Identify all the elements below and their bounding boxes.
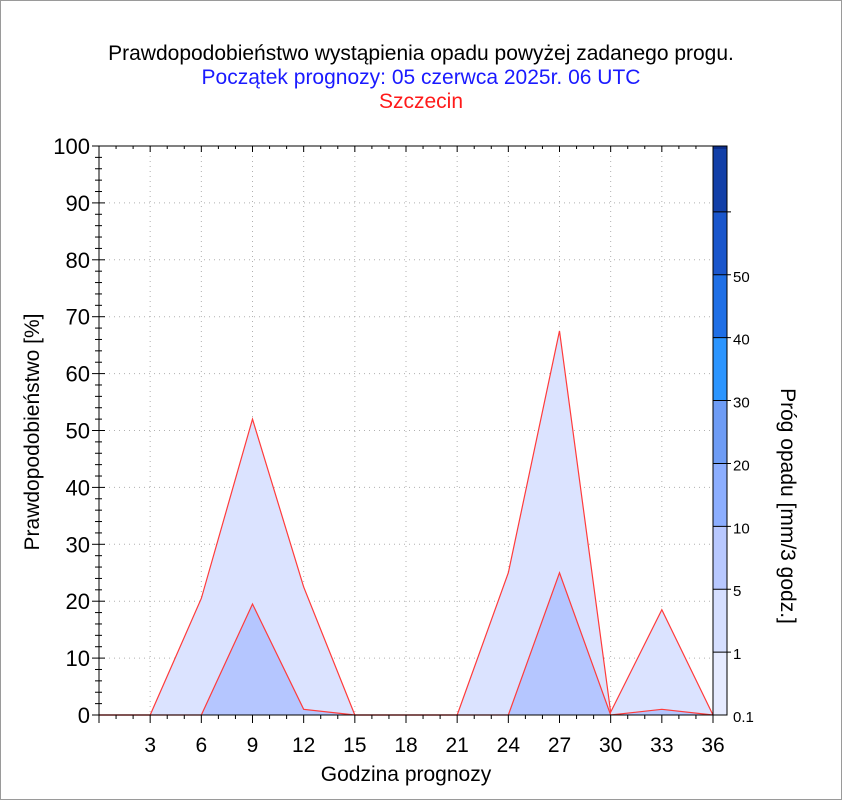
- colorbar-segment: [713, 337, 727, 401]
- colorbar-label-30: 30: [733, 395, 750, 412]
- colorbar-segment: [713, 589, 727, 653]
- x-tick-label: 33: [650, 734, 673, 757]
- colorbar-segment: [713, 652, 727, 715]
- x-tick-label: 30: [599, 734, 622, 757]
- x-tick-label: 3: [144, 734, 156, 757]
- y-axis-label: Prawdopodobieństwo [%]: [21, 314, 44, 551]
- colorbar-border: [712, 145, 728, 716]
- y-tick-label: 60: [66, 362, 90, 387]
- y-tick-label: 90: [66, 191, 90, 216]
- x-tick-label: 15: [343, 734, 366, 757]
- y-tick-label: 100: [53, 134, 90, 159]
- chart-title: Prawdopodobieństwo wystąpienia opadu pow…: [108, 42, 734, 65]
- colorbar-label: Próg opadu [mm/3 godz.]: [776, 388, 799, 624]
- x-tick-label: 6: [195, 734, 207, 757]
- colorbar: 0.1 1 5 10 20 30 40 50: [712, 145, 754, 726]
- colorbar-segment: [713, 211, 727, 275]
- y-tick-label: 50: [66, 419, 90, 444]
- x-tick-label: 21: [445, 734, 468, 757]
- colorbar-label-40: 40: [733, 332, 750, 349]
- y-tick-label: 70: [66, 305, 90, 330]
- y-tick-label: 30: [66, 532, 90, 557]
- x-tick-label: 24: [497, 734, 521, 757]
- y-tick-label: 10: [66, 646, 90, 671]
- area-threshold-0.1: [99, 330, 713, 715]
- colorbar-segment: [713, 149, 727, 212]
- x-tick-label: 9: [247, 734, 259, 757]
- x-tick-label: 36: [701, 734, 724, 757]
- x-tick-label: 27: [548, 734, 571, 757]
- y-tick-label: 80: [66, 248, 90, 273]
- y-tick-label: 0: [78, 703, 90, 728]
- x-tick-label: 12: [292, 734, 315, 757]
- axes: [92, 145, 714, 723]
- y-tick-label: 40: [66, 475, 90, 500]
- series-areas: [98, 330, 714, 716]
- colorbar-segment: [713, 400, 727, 464]
- colorbar-segment: [713, 274, 727, 338]
- area-threshold-1: [99, 572, 713, 715]
- colorbar-top-segment: [713, 146, 727, 149]
- colorbar-segment: [713, 463, 727, 527]
- colorbar-segment: [713, 526, 727, 590]
- colorbar-label-5: 5: [733, 583, 741, 600]
- colorbar-label-20: 20: [733, 457, 750, 474]
- colorbar-label-0.1: 0.1: [733, 709, 754, 726]
- chart-subtitle: Początek prognozy: 05 czerwca 2025r. 06 …: [201, 66, 641, 89]
- colorbar-label-1: 1: [733, 646, 741, 663]
- x-tick-label: 18: [394, 734, 417, 757]
- y-tick-label: 20: [66, 589, 90, 614]
- chart-location: Szczecin: [378, 90, 464, 113]
- colorbar-label-10: 10: [733, 520, 750, 537]
- colorbar-label-50: 50: [733, 269, 750, 286]
- x-axis-label: Godzina prognozy: [321, 763, 492, 786]
